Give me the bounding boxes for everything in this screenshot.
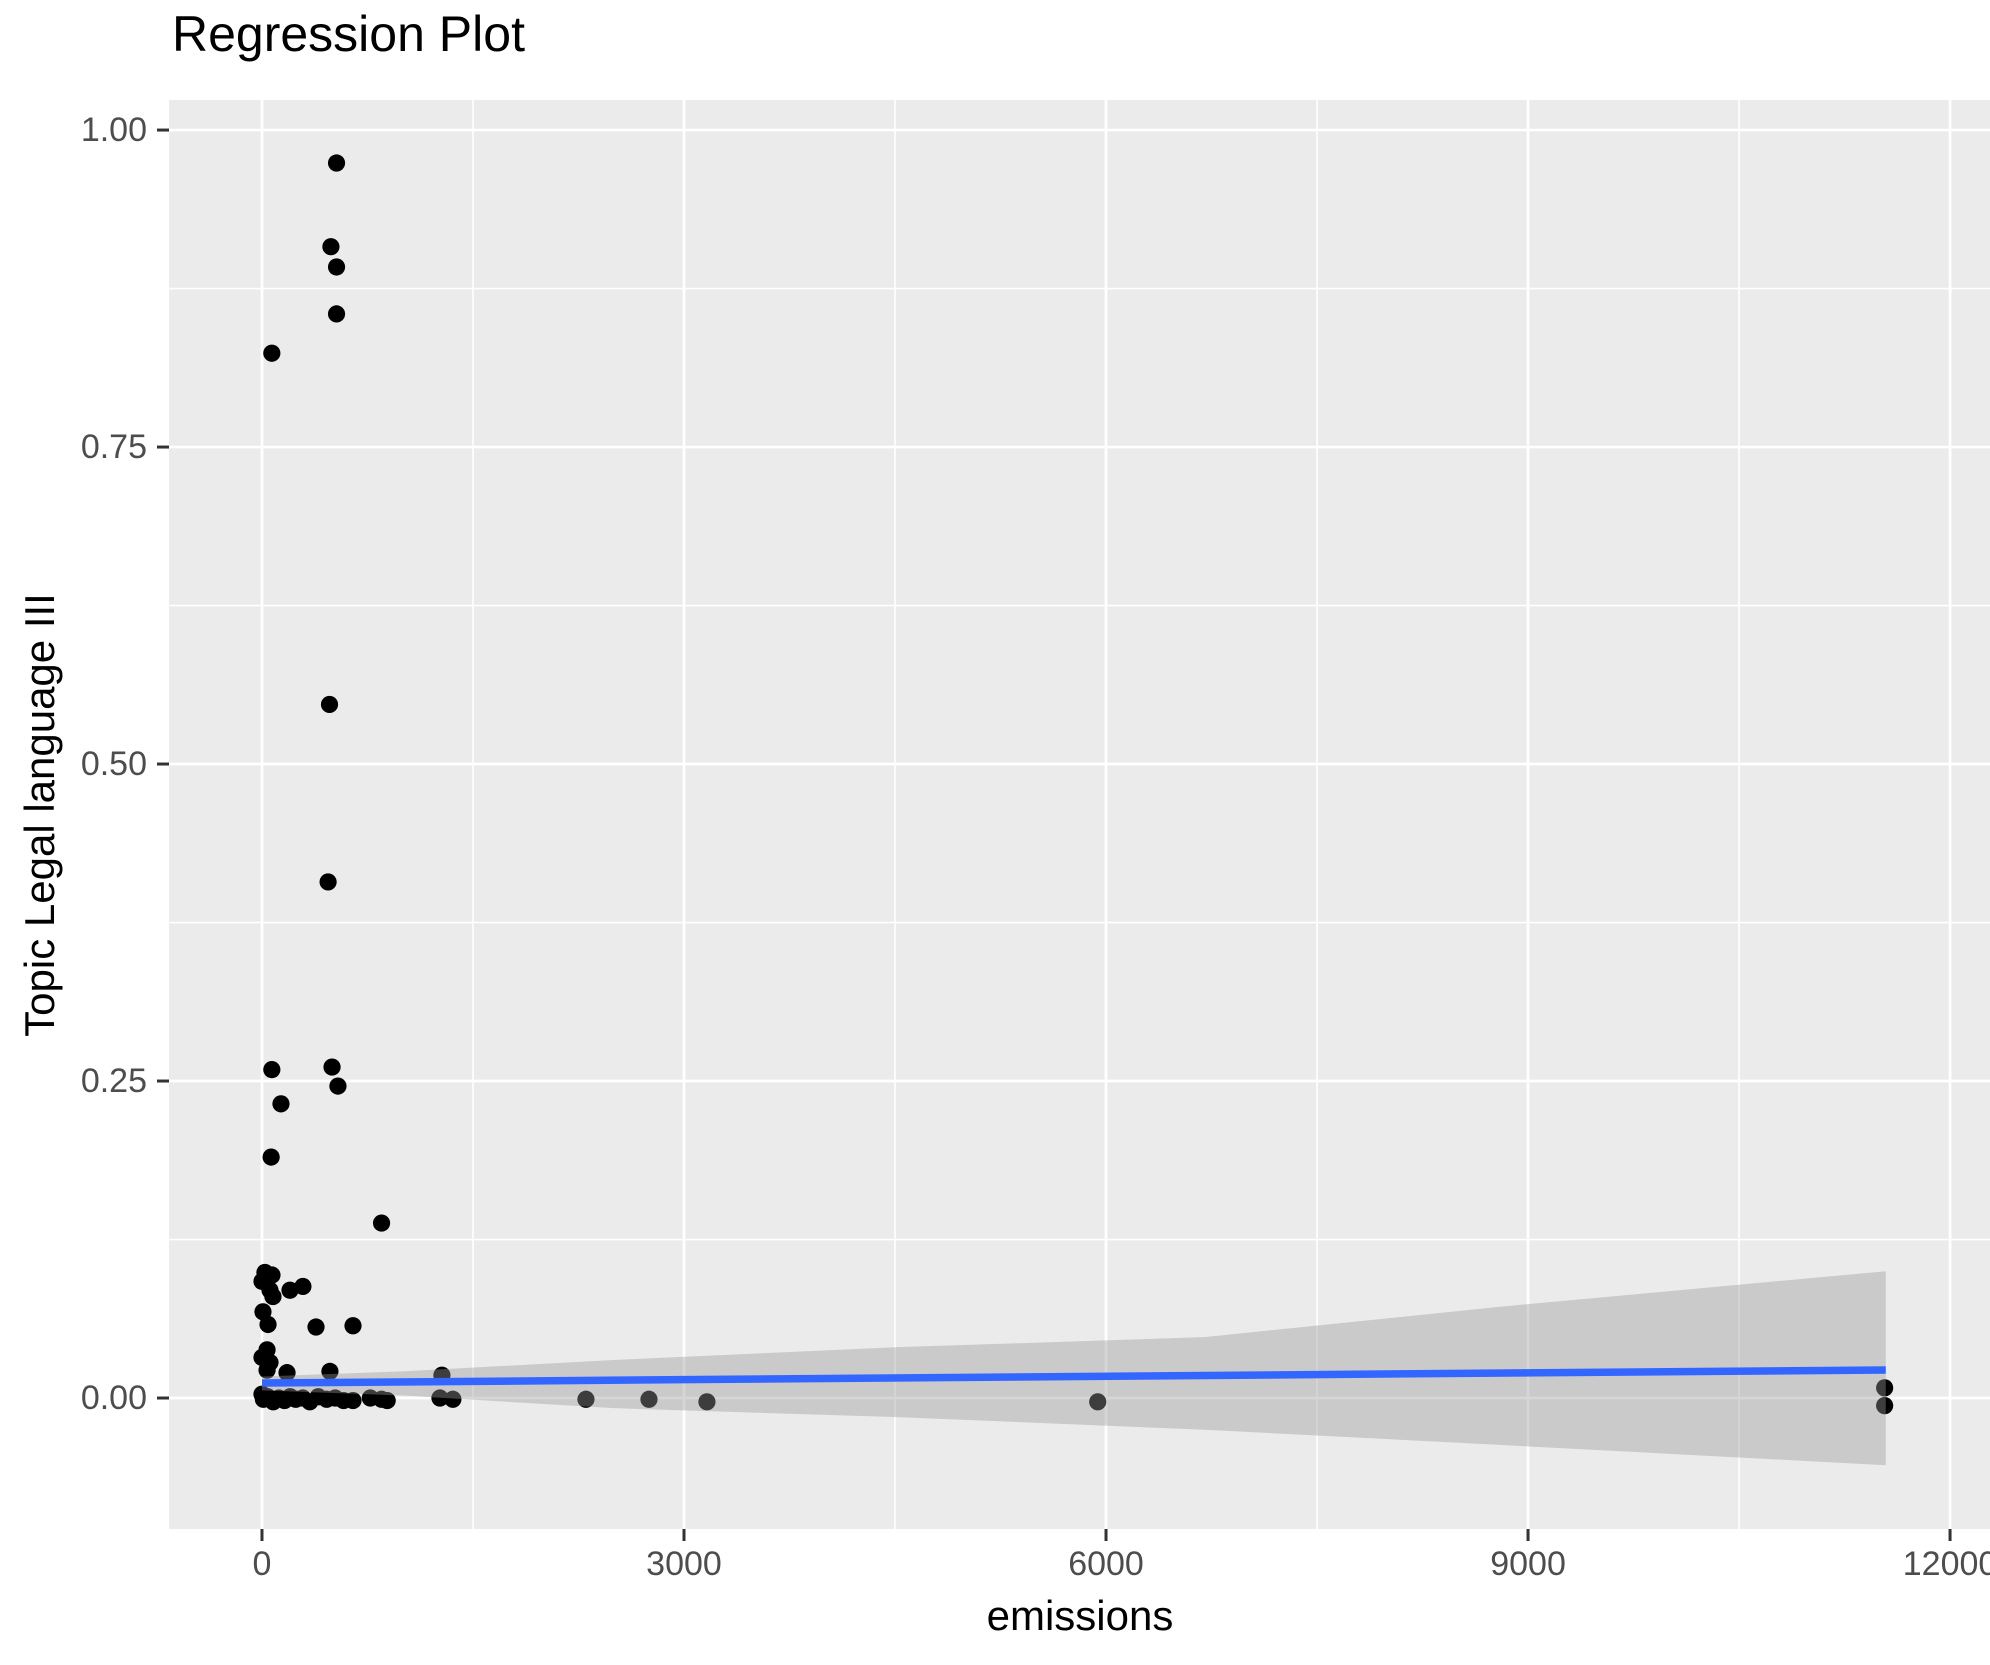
scatter-point [262,1148,280,1166]
scatter-point [307,1318,325,1336]
scatter-point [327,305,346,323]
scatter-point [1876,1397,1894,1415]
scatter-point [327,154,346,172]
scatter-point [1089,1393,1107,1411]
x-axis-title: emissions [986,1592,1174,1639]
scatter-point [263,1061,281,1079]
scatter-point [278,1364,296,1382]
scatter-point [577,1390,595,1408]
y-tick-label: 0.50 [80,745,147,784]
scatter-point [431,1389,449,1407]
confidence-band [261,1271,1886,1466]
scatter-point [327,258,346,276]
scatter-point [294,1277,312,1296]
scatter-point [319,873,337,891]
scatter-point [344,1317,362,1335]
scatter-point [281,1281,299,1299]
scatter-point [378,1391,396,1410]
scatter-point [323,1058,341,1076]
scatter-point [1876,1379,1894,1397]
scatter-point [698,1393,716,1411]
x-tick-label: 0 [252,1545,272,1583]
scatter-point [321,1362,339,1380]
scatter-point [264,1287,282,1306]
plot-title: Regression Plot [172,6,525,62]
scatter-point [320,695,339,714]
x-tick-label: 3000 [646,1545,722,1583]
y-tick-label: 0.75 [80,428,147,467]
scatter-point [263,344,281,362]
scatter-point [258,1361,276,1379]
y-tick-label: 1.00 [80,111,147,150]
x-tick-label: 9000 [1490,1545,1566,1583]
x-tick-label: 12000 [1902,1545,1990,1583]
y-axis-title: Topic Legal language III [16,593,63,1037]
scatter-point [322,238,340,256]
scatter-point [272,1095,290,1113]
x-tick-label: 6000 [1068,1545,1144,1583]
y-tick-label: 0.25 [80,1062,147,1101]
scatter-point [372,1214,391,1232]
y-tick-label: 0.00 [80,1379,147,1418]
scatter-point [640,1390,658,1408]
scatter-point [259,1315,277,1334]
regression-line [261,1366,1886,1387]
scatter-point [444,1390,462,1408]
scatter-point [344,1391,362,1410]
scatter-point [329,1077,347,1095]
